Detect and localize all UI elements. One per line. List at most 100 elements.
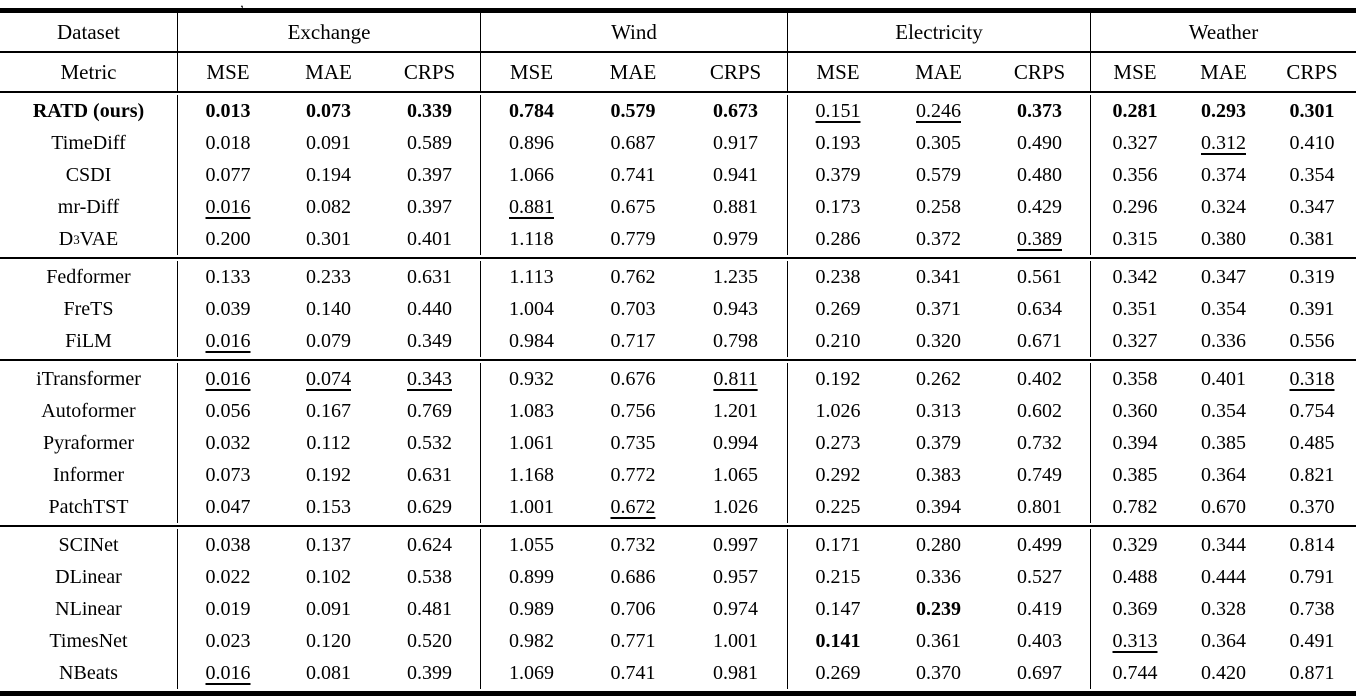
metric-value: 0.997 [713, 534, 758, 556]
metric-value: 0.032 [177, 427, 278, 459]
metric-value: 0.896 [480, 127, 582, 159]
metric-value: 0.073 [306, 100, 351, 122]
model-name: iTransformer [36, 368, 141, 390]
metric-value: 0.133 [177, 261, 278, 293]
metric-value: 1.004 [480, 293, 582, 325]
metric-value: 0.676 [610, 368, 656, 390]
table-body: RATD (ours) 0.013 0.073 0.339 0.784 0.579 0.67… [0, 93, 1356, 691]
metric-header-mse: MSE [480, 53, 582, 91]
metric-value: 0.410 [1289, 132, 1335, 154]
metric-value: 0.624 [407, 534, 452, 556]
metric-value: 0.269 [787, 293, 888, 325]
table-row: iTransformer 0.016 0.074 0.343 0.932 0.676 0.8… [0, 363, 1356, 395]
table-row: CSDI 0.077 0.194 0.397 1.066 0.741 0.941 0.379 0… [0, 159, 1356, 191]
table-row: TimeDiff 0.018 0.091 0.589 0.896 0.687 0.917 0.… [0, 127, 1356, 159]
metric-value: 0.369 [1090, 593, 1179, 625]
metric-value: 0.102 [306, 566, 351, 588]
model-name: mr-Diff [57, 196, 120, 218]
metric-value: 0.374 [1201, 164, 1246, 186]
metric-value: 0.738 [1289, 598, 1335, 620]
metric-value: 0.579 [610, 100, 656, 122]
metric-value: 0.273 [787, 427, 888, 459]
group-separator-rule [0, 359, 1356, 361]
metric-value: 0.347 [1289, 196, 1335, 218]
metric-value: 0.305 [916, 132, 961, 154]
metric-value: 0.336 [916, 566, 961, 588]
metric-label: Metric [60, 59, 117, 84]
metric-value: 0.579 [916, 164, 961, 186]
metric-value: 0.023 [177, 625, 278, 657]
metric-value: 0.589 [407, 132, 452, 154]
model-name: FiLM [65, 330, 112, 352]
metric-header-mse: MSE [1090, 53, 1179, 91]
bottom-rule [0, 691, 1356, 696]
metric-value: 0.791 [1289, 566, 1335, 588]
metric-value: 0.379 [916, 432, 961, 454]
model-name: RATD (ours) [32, 100, 145, 122]
metric-value: 0.022 [177, 561, 278, 593]
metric-value: 0.313 [916, 400, 961, 422]
metric-value: 0.383 [916, 464, 961, 486]
metric-value: 0.981 [713, 662, 758, 684]
metric-value: 0.016 [177, 363, 278, 395]
metric-value: 1.113 [480, 261, 582, 293]
metric-value: 0.073 [177, 459, 278, 491]
metric-value: 0.140 [306, 298, 351, 320]
metric-value: 0.979 [713, 228, 758, 250]
metric-value: 0.120 [306, 630, 351, 652]
metric-value: 0.420 [1201, 662, 1246, 684]
metric-value: 0.361 [916, 630, 961, 652]
metric-value: 0.881 [480, 191, 582, 223]
metric-value: 0.754 [1289, 400, 1335, 422]
metric-value: 0.313 [1090, 625, 1179, 657]
metric-value: 0.419 [1017, 598, 1062, 620]
metric-value: 0.801 [1017, 496, 1062, 518]
metric-value: 0.327 [1090, 127, 1179, 159]
metric-value: 0.943 [713, 298, 758, 320]
metric-value: 0.481 [407, 598, 452, 620]
metric-value: 0.225 [787, 491, 888, 523]
table-row: DLinear 0.022 0.102 0.538 0.899 0.686 0.957 0.2… [0, 561, 1356, 593]
table-row: RATD (ours) 0.013 0.073 0.339 0.784 0.579 0.67… [0, 95, 1356, 127]
metric-value: 0.401 [407, 228, 452, 250]
metric-value: 0.672 [610, 496, 656, 518]
metric-value: 0.771 [610, 630, 656, 652]
metric-value: 0.038 [177, 529, 278, 561]
metric-value: 0.784 [480, 95, 582, 127]
metric-value: 1.001 [713, 630, 758, 652]
metric-value: 0.343 [407, 368, 452, 390]
metric-value: 1.065 [713, 464, 758, 486]
model-name: FreTS [63, 298, 114, 320]
metric-value: 1.069 [480, 657, 582, 689]
metric-value: 0.239 [916, 598, 961, 620]
metric-value: 0.356 [1090, 159, 1179, 191]
metric-value: 0.756 [610, 400, 656, 422]
top-rule [0, 8, 1356, 13]
metric-value: 0.440 [407, 298, 452, 320]
metric-value: 0.312 [1201, 132, 1246, 154]
results-table: Dataset Exchange Wind Electricity Weathe… [0, 8, 1356, 696]
metric-value: 0.262 [916, 368, 961, 390]
table-row: Fedformer 0.133 0.233 0.631 1.113 0.762 1.235 0… [0, 261, 1356, 293]
metric-value: 0.499 [1017, 534, 1062, 556]
metric-value: 0.673 [713, 100, 758, 122]
metric-value: 0.354 [1201, 400, 1246, 422]
metric-value: 0.269 [787, 657, 888, 689]
metric-value: 1.168 [480, 459, 582, 491]
metric-value: 0.016 [177, 657, 278, 689]
metric-value: 0.941 [713, 164, 758, 186]
metric-value: 0.293 [1201, 100, 1246, 122]
metric-value: 0.957 [713, 566, 758, 588]
metric-value: 0.147 [787, 593, 888, 625]
model-name: D 3 VAE [58, 228, 119, 250]
metric-value: 1.061 [480, 427, 582, 459]
metric-value: 1.026 [787, 395, 888, 427]
metric-header-crps: CRPS [1286, 59, 1338, 84]
metric-value: 1.083 [480, 395, 582, 427]
metric-value: 0.319 [1289, 266, 1335, 288]
metric-value: 0.324 [1201, 196, 1246, 218]
metric-value: 0.171 [787, 529, 888, 561]
metric-value: 0.527 [1017, 566, 1062, 588]
dataset-label: Dataset [57, 19, 120, 44]
model-group: iTransformer 0.016 0.074 0.343 0.932 0.676 0.8… [0, 361, 1356, 525]
